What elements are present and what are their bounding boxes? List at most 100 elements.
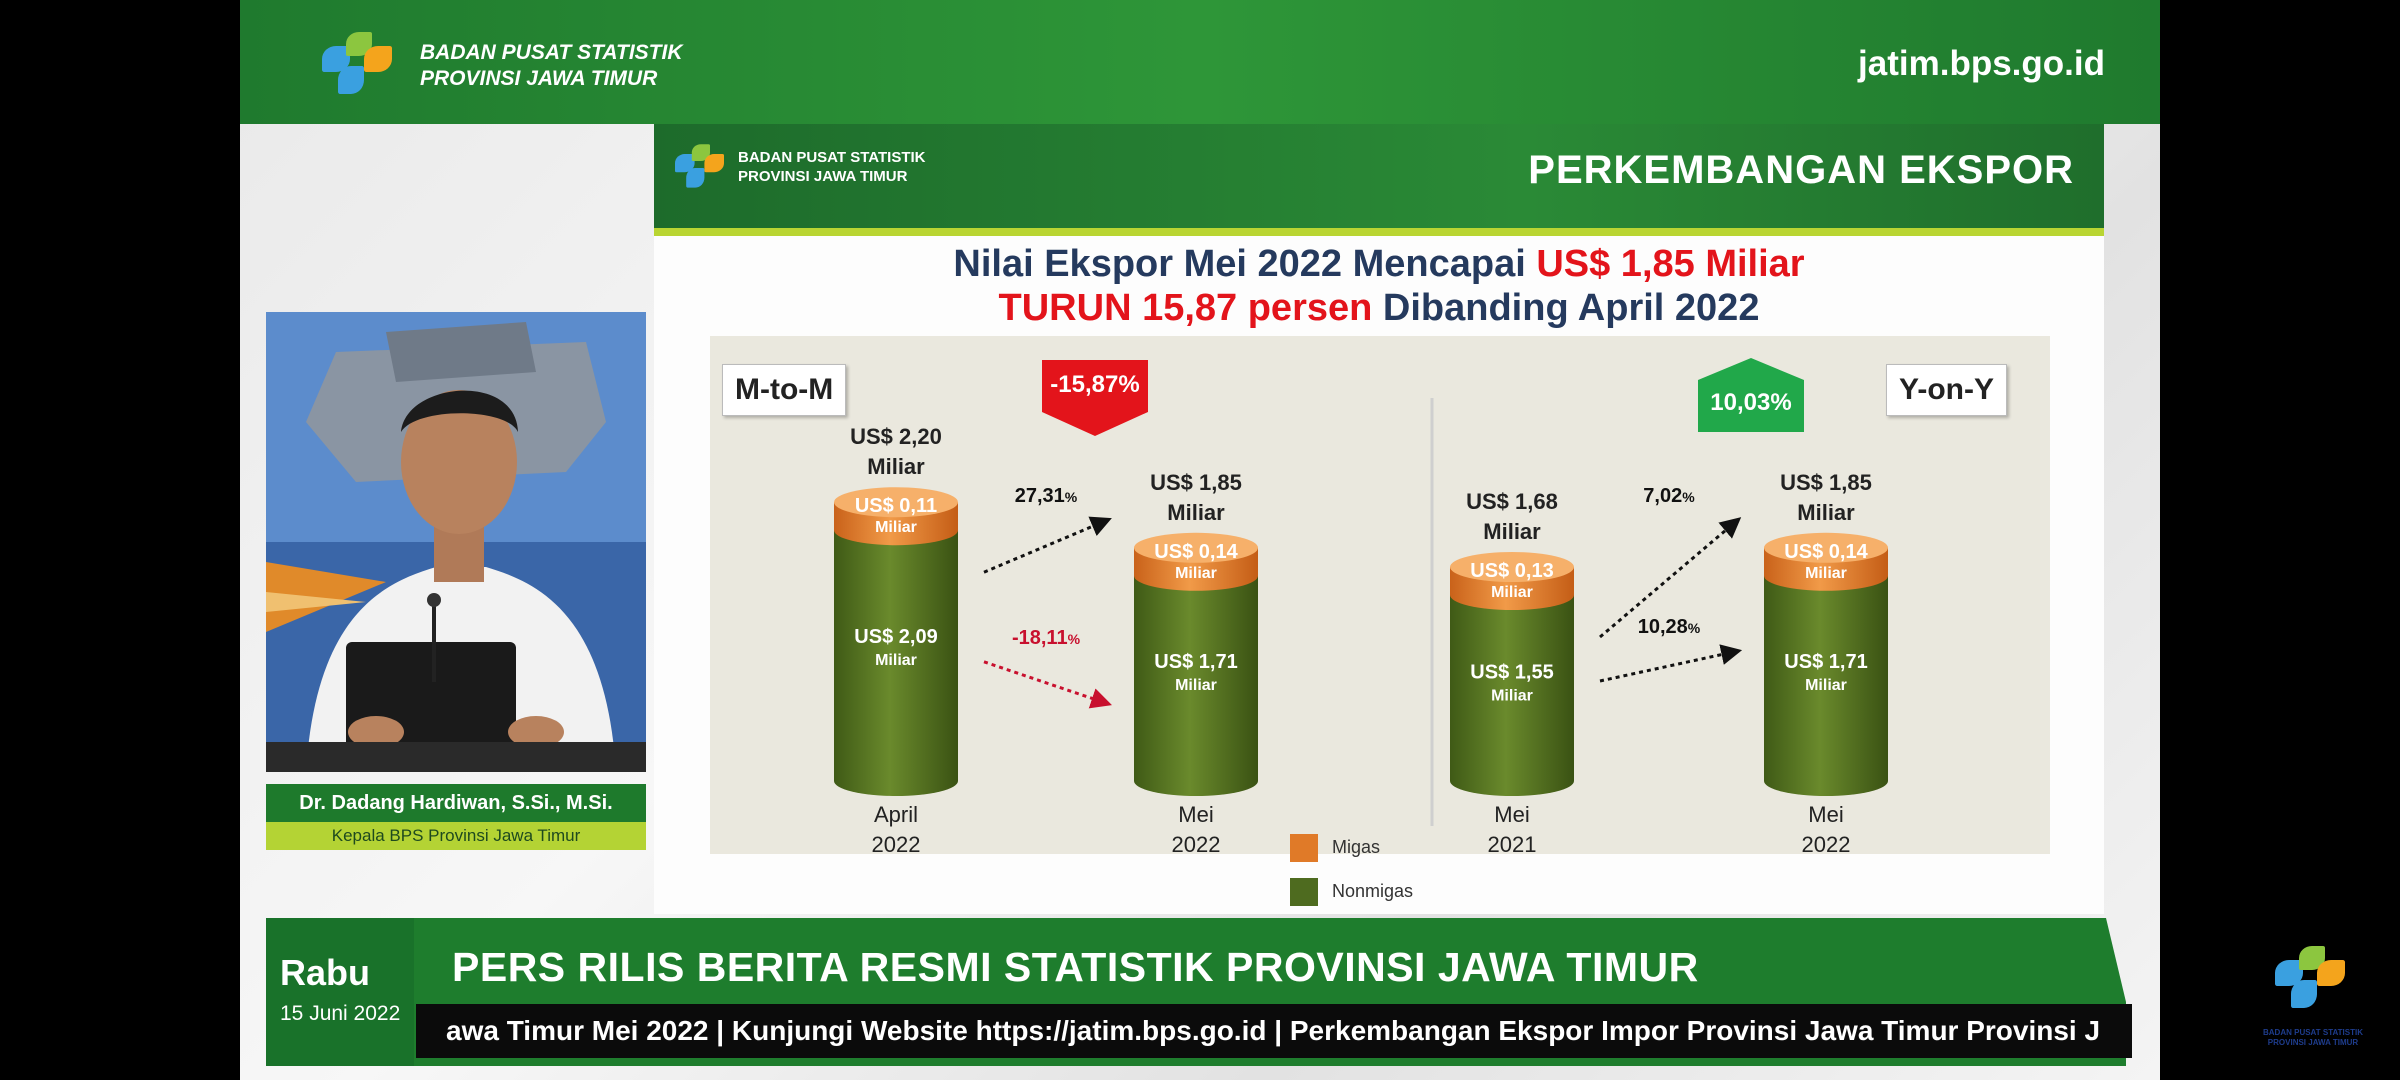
corner-org-line1: BADAN PUSAT STATISTIK (2263, 1028, 2363, 1037)
bar-total-unit: Miliar (1167, 500, 1225, 525)
chart-headline: Nilai Ekspor Mei 2022 Mencapai US$ 1,85 … (654, 242, 2104, 330)
date-label: 15 Juni 2022 (280, 1002, 401, 1025)
bar-label-migas-unit: Miliar (1805, 565, 1847, 582)
headline-line1-value: US$ 1,85 Miliar (1536, 243, 1805, 285)
growth-arrow-icon (1599, 517, 1742, 639)
bar-label-migas: US$ 0,14 (1784, 541, 1868, 563)
bar-migas-top (1134, 532, 1258, 563)
corner-org-line2: PROVINSI JAWA TIMUR (2267, 1038, 2359, 1047)
presenter-video (266, 312, 646, 772)
growth-pct: % (1068, 631, 1081, 647)
bar-label-nonmigas: US$ 1,55 (1470, 662, 1553, 684)
slide-org-name: BADAN PUSAT STATISTIK PROVINSI JAWA TIMU… (738, 148, 926, 186)
broadcast-frame: BADAN PUSAT STATISTIK PROVINSI JAWA TIMU… (240, 0, 2160, 1080)
release-title: PERS RILIS BERITA RESMI STATISTIK PROVIN… (452, 944, 1699, 990)
presenter-role: Kepala BPS Provinsi Jawa Timur (266, 822, 646, 850)
bar-label-nonmigas-unit: Miliar (1491, 688, 1533, 705)
legend-swatch-migas (1290, 834, 1318, 862)
growth-pct: % (1065, 489, 1078, 505)
legend-item-nonmigas: Nonmigas (1290, 878, 1413, 906)
growth-label: 10,28% (1638, 616, 1701, 638)
category-label: Mei (1808, 802, 1843, 827)
bar-label-migas-unit: Miliar (1175, 565, 1217, 582)
yoy-change-label: 10,03% (1710, 389, 1791, 416)
category-label: April (874, 802, 918, 827)
bar-label-nonmigas-unit: Miliar (875, 652, 917, 669)
bar-nonmigas (1764, 575, 1888, 796)
bps-corner-logo-icon (2255, 940, 2375, 1050)
legend-item-migas: Migas (1290, 834, 1380, 862)
news-ticker: awa Timur Mei 2022 | Kunjungi Website ht… (416, 1004, 2132, 1058)
presenter-panel: Dr. Dadang Hardiwan, S.Si., M.Si. Kepala… (266, 312, 646, 850)
day-label: Rabu (280, 952, 370, 993)
corner-org-name: BADAN PUSAT STATISTIK PROVINSI JAWA TIMU… (2248, 1028, 2378, 1048)
header-stripe (654, 228, 2104, 236)
top-org-line1: BADAN PUSAT STATISTIK (420, 41, 683, 64)
bar-label-nonmigas: US$ 1,71 (1784, 651, 1867, 673)
bar-nonmigas (834, 530, 958, 796)
export-chart: US$ 0,11 Miliar US$ 2,09 Miliar US$ 2,20 Mili… (834, 398, 1888, 854)
bar-label-migas: US$ 0,14 (1154, 541, 1238, 563)
bar-label-migas-unit: Miliar (1491, 584, 1533, 601)
growth-pct: % (1682, 489, 1695, 505)
yoy-tag: Y-on-Y (1886, 364, 2007, 416)
headline-line2-text: Dibanding April 2022 (1372, 287, 1760, 329)
growth-value: -18,11 (1012, 627, 1068, 649)
growth-pct: % (1688, 620, 1701, 636)
legend-label-migas: Migas (1332, 836, 1381, 857)
growth-value: 10,28 (1638, 616, 1688, 638)
bar-label-nonmigas: US$ 2,09 (854, 626, 937, 648)
category-label-year: 2022 (1172, 832, 1221, 854)
growth-label: -18,11% (1012, 627, 1081, 649)
down-arrow-icon (1042, 360, 1148, 436)
bar-label-nonmigas-unit: Miliar (1805, 677, 1847, 694)
legend-swatch-nonmigas (1290, 878, 1318, 906)
bar-total-label: US$ 2,20 (850, 424, 942, 449)
bar-total-unit: Miliar (1483, 519, 1541, 544)
headline-line2-change: TURUN 15,87 persen (998, 287, 1373, 329)
bar-label-migas: US$ 0,13 (1470, 560, 1553, 582)
headline-line1: Nilai Ekspor Mei 2022 Mencapai US$ 1,85 … (654, 242, 2104, 286)
top-org-name: BADAN PUSAT STATISTIK PROVINSI JAWA TIMU… (420, 40, 683, 92)
bar-label-migas: US$ 0,11 (855, 495, 937, 517)
bar-label-nonmigas-unit: Miliar (1175, 677, 1217, 694)
growth-label: 27,31% (1015, 485, 1078, 507)
bar-migas-top (1764, 532, 1888, 563)
bar-migas-top (1450, 552, 1574, 582)
category-label: Mei (1494, 802, 1529, 827)
mtom-change-label: -15,87% (1050, 371, 1139, 398)
date-box: Rabu 15 Juni 2022 (266, 918, 414, 1066)
growth-arrow-icon (983, 516, 1112, 574)
bar-nonmigas (1450, 595, 1574, 796)
bar-total-label: US$ 1,85 (1780, 470, 1872, 495)
growth-arrow-icon (1599, 644, 1743, 683)
presenter-image (266, 312, 646, 772)
website-url: jatim.bps.go.id (1858, 44, 2105, 83)
lower-third: Rabu 15 Juni 2022 PERS RILIS BERITA RESM… (266, 918, 2136, 1066)
slide-heading: PERKEMBANGAN EKSPOR (1528, 148, 2074, 192)
growth-value: 7,02 (1643, 485, 1682, 507)
bar-label-migas-unit: Miliar (875, 519, 917, 536)
bar-total-unit: Miliar (1797, 500, 1855, 525)
growth-label: 7,02% (1643, 485, 1695, 507)
growth-arrow-icon (983, 660, 1112, 709)
mtom-down-badge: -15,87% (1042, 360, 1148, 436)
headline-line1-text: Nilai Ekspor Mei 2022 Mencapai (953, 243, 1537, 285)
slide-header: BADAN PUSAT STATISTIK PROVINSI JAWA TIMU… (654, 124, 2104, 236)
slide-org-line2: PROVINSI JAWA TIMUR (738, 168, 908, 185)
bar-total-label: US$ 1,68 (1466, 489, 1558, 514)
chart-panel: US$ 0,11 Miliar US$ 2,09 Miliar US$ 2,20 Mili… (710, 336, 2050, 854)
top-banner: BADAN PUSAT STATISTIK PROVINSI JAWA TIMU… (240, 0, 2160, 124)
category-label-year: 2022 (872, 832, 921, 854)
slide: BADAN PUSAT STATISTIK PROVINSI JAWA TIMU… (654, 124, 2104, 914)
bps-logo-icon (312, 26, 412, 106)
category-label: Mei (1178, 802, 1213, 827)
bar-nonmigas (1134, 575, 1258, 796)
bps-logo-icon (2265, 940, 2365, 1020)
bar-total-label: US$ 1,85 (1150, 470, 1242, 495)
presenter-name: Dr. Dadang Hardiwan, S.Si., M.Si. (266, 784, 646, 822)
category-label-year: 2022 (1802, 832, 1851, 854)
yoy-up-badge: 10,03% (1698, 358, 1804, 432)
bar-total-unit: Miliar (867, 454, 925, 479)
bps-logo-icon (668, 140, 738, 196)
